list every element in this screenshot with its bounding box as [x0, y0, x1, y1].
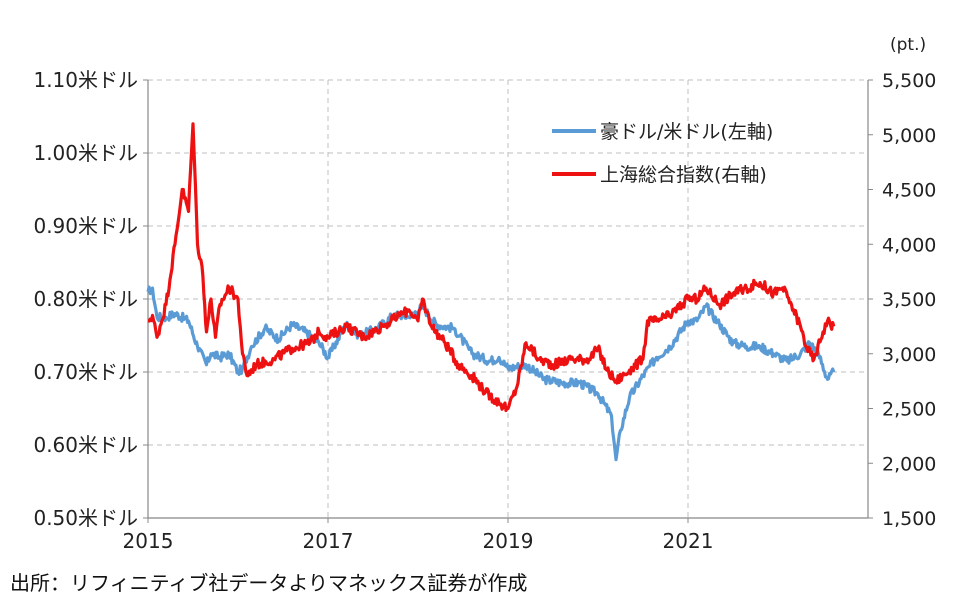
right-axis-unit: (pt.): [890, 35, 926, 55]
y-left-tick-label-0: 0.50米ドル: [33, 506, 138, 530]
y-right-tick-label-6: 4,500: [882, 180, 936, 202]
y-right-tick-label-8: 5,500: [882, 70, 936, 92]
x-tick-label-2: 2019: [483, 529, 534, 553]
y-right-tick-label-0: 1,500: [882, 508, 936, 530]
legend: 豪ドル/米ドル(左軸) 上海総合指数(右軸): [552, 121, 773, 186]
source-note: 出所：リフィニティブ社データよりマネックス証券が作成: [10, 571, 527, 595]
y-left-tick-label-5: 1.00米ドル: [33, 141, 138, 165]
y-right-tick-label-3: 3,000: [882, 344, 936, 366]
x-tick-label-1: 2017: [303, 529, 354, 553]
y-right-tick-label-7: 5,000: [882, 125, 936, 147]
y-left-tick-label-1: 0.60米ドル: [33, 433, 138, 457]
x-tick-label-3: 2021: [663, 529, 714, 553]
legend-label-aud: 豪ドル/米ドル(左軸): [600, 121, 773, 143]
tick-labels: 0.50米ドル 0.60米ドル 0.70米ドル 0.80米ドル 0.90米ドル 1.00米…: [33, 68, 936, 553]
y-left-tick-label-2: 0.70米ドル: [33, 360, 138, 384]
y-left-tick-label-3: 0.80米ドル: [33, 287, 138, 311]
series-lines: [146, 122, 836, 462]
axes: [143, 79, 873, 523]
y-right-tick-label-1: 2,000: [882, 453, 936, 475]
y-right-tick-label-5: 4,000: [882, 234, 936, 256]
series-line-1: [147, 122, 836, 413]
x-tick-label-0: 2015: [123, 529, 174, 553]
y-right-tick-label-2: 2,500: [882, 399, 936, 421]
y-left-tick-label-6: 1.10米ドル: [33, 68, 138, 92]
legend-label-shanghai: 上海総合指数(右軸): [600, 164, 767, 186]
series-line-0: [146, 285, 836, 462]
y-left-tick-label-4: 0.90米ドル: [33, 214, 138, 238]
y-right-tick-label-4: 3,500: [882, 289, 936, 311]
